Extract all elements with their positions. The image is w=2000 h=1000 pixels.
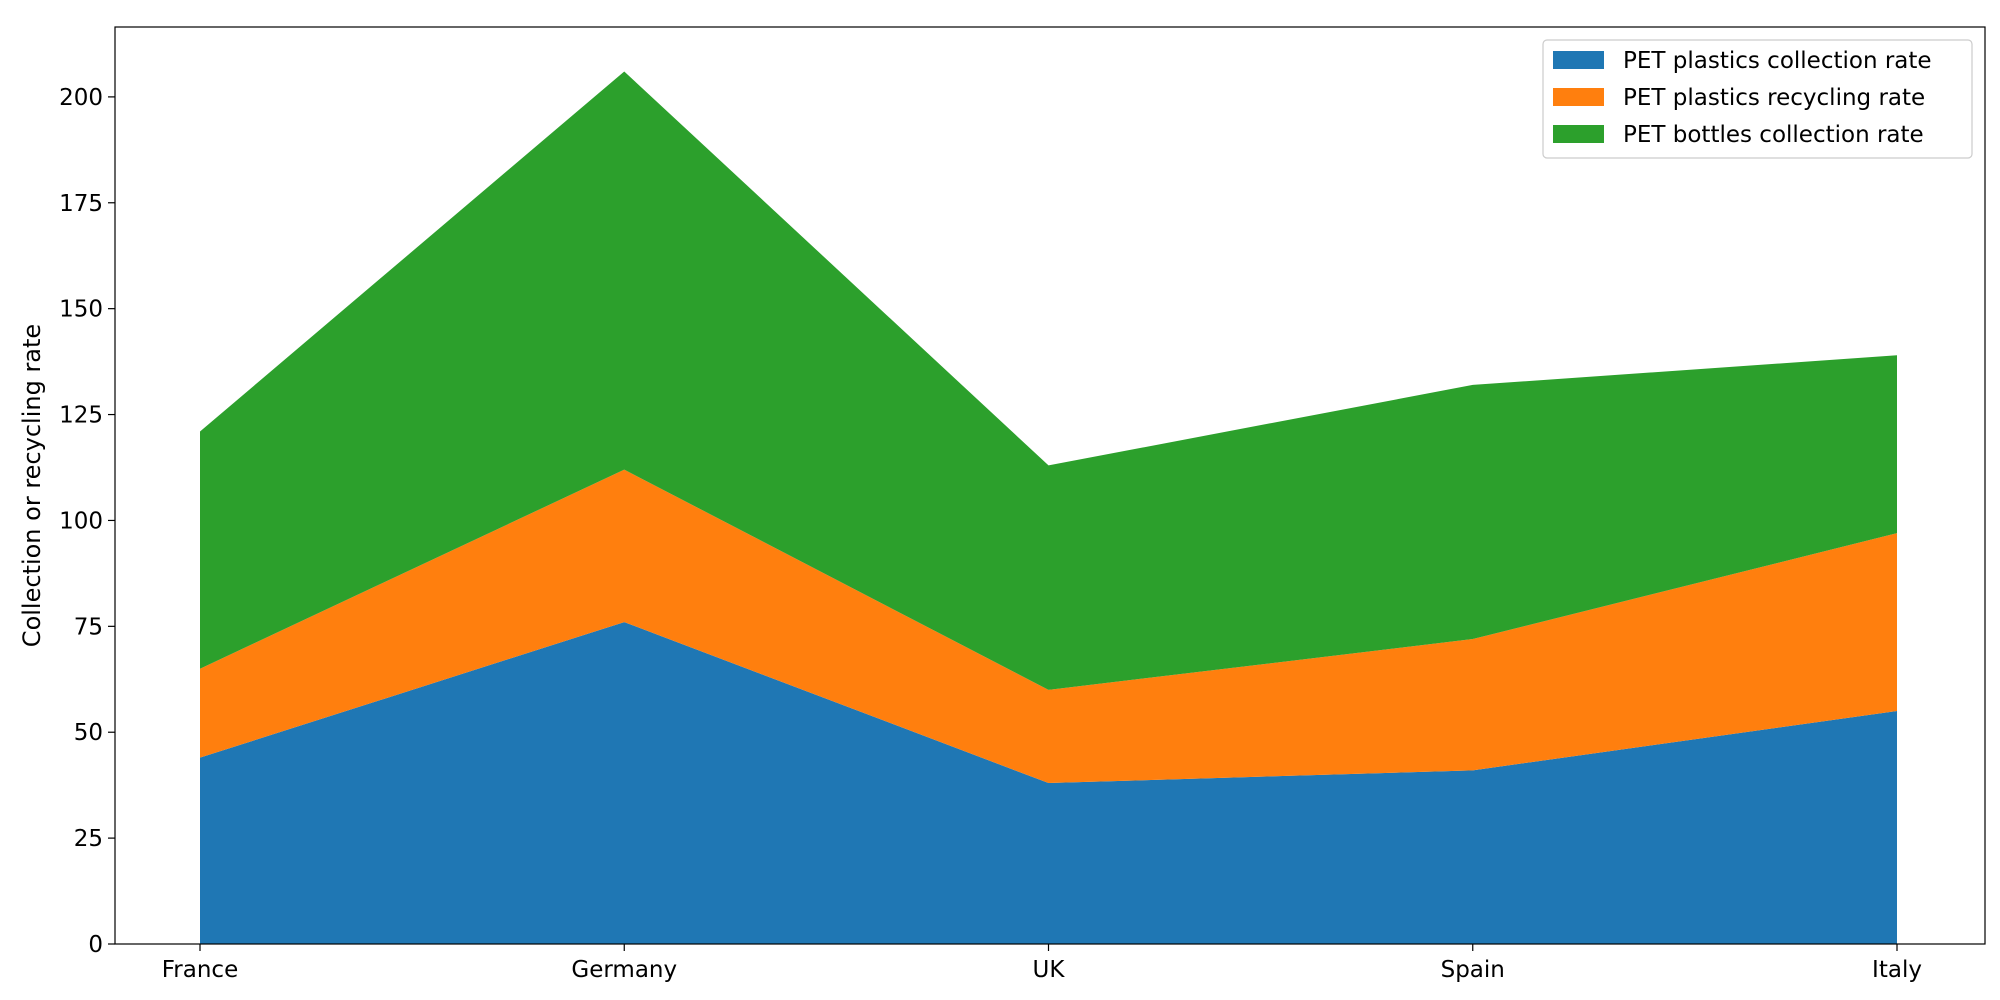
- area-series-pet-bottles-collection-rate: [200, 71, 1897, 690]
- legend-swatch-pet-plastics-recycling-rate: [1553, 88, 1604, 106]
- y-tick-label: 100: [59, 508, 103, 534]
- legend-swatch-pet-plastics-collection-rate: [1553, 51, 1604, 69]
- legend-swatch-pet-bottles-collection-rate: [1553, 125, 1604, 143]
- y-axis: 0 25 50 75 100 125 150 175 200: [59, 85, 115, 958]
- y-tick-label: 150: [59, 297, 103, 323]
- x-tick-label-spain: Spain: [1441, 957, 1505, 983]
- y-tick-label: 200: [59, 85, 103, 111]
- legend-box: [1542, 39, 1973, 159]
- area-series-pet-plastics-recycling-rate: [200, 469, 1897, 784]
- legend-label-pet-plastics-recycling-rate: PET plastics recycling rate: [1623, 85, 1925, 111]
- x-tick-label-italy: Italy: [1872, 957, 1922, 983]
- plot-frame: [114, 26, 1986, 945]
- x-tick-label-germany: Germany: [571, 957, 677, 983]
- y-tick-label: 125: [59, 403, 103, 429]
- x-tick-label-uk: UK: [1033, 957, 1066, 983]
- x-axis: France Germany UK Spain Italy: [162, 944, 1922, 983]
- y-axis-title: Collection or recycling rate: [18, 324, 46, 647]
- legend-label-pet-plastics-collection-rate: PET plastics collection rate: [1623, 48, 1932, 74]
- x-tick-label-france: France: [162, 957, 238, 983]
- legend: PET plastics collection rate PET plastics…: [1542, 39, 1973, 159]
- y-tick-label: 0: [88, 932, 103, 958]
- y-tick-label: 25: [74, 826, 103, 852]
- legend-label-pet-bottles-collection-rate: PET bottles collection rate: [1623, 122, 1924, 148]
- area-series-group: [200, 71, 1897, 944]
- y-tick-label: 175: [59, 191, 103, 217]
- y-tick-label: 75: [74, 614, 103, 640]
- y-tick-label: 50: [74, 720, 103, 746]
